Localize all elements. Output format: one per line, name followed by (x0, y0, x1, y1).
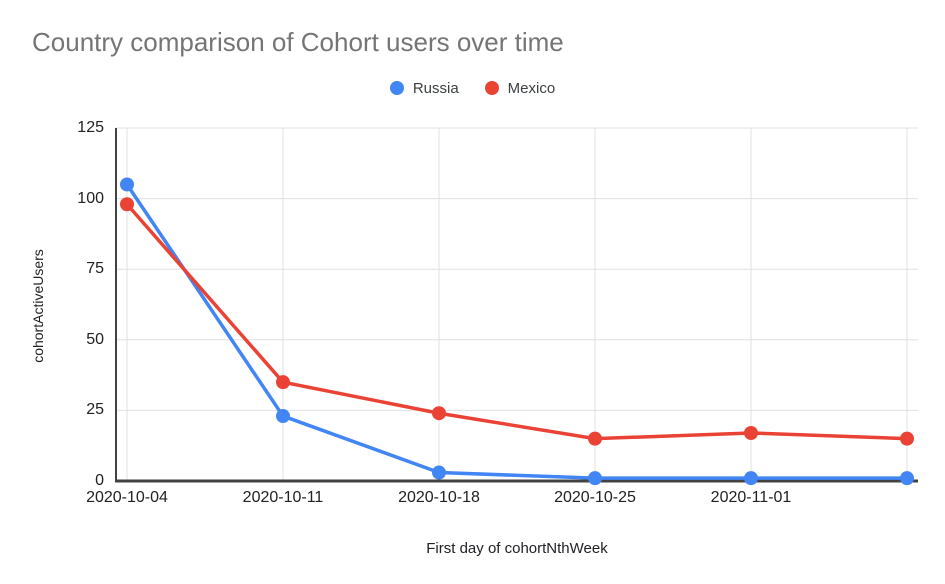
data-point-russia[interactable] (744, 471, 758, 486)
y-tick-label: 100 (77, 189, 104, 207)
data-point-mexico[interactable] (900, 431, 914, 446)
series-line-russia (125, 182, 909, 480)
x-tick-label: 2020-11-01 (710, 489, 792, 506)
legend-dot-russia-icon (389, 81, 404, 95)
y-tick-label: 25 (86, 401, 104, 419)
data-point-mexico[interactable] (588, 431, 602, 446)
x-tick-label: 2020-10-11 (242, 489, 324, 506)
legend-item-mexico[interactable]: Mexico (484, 79, 556, 97)
x-tick-label: 2020-10-25 (554, 489, 636, 506)
y-tick-label: 75 (86, 260, 104, 278)
data-point-mexico[interactable] (276, 375, 290, 390)
y-tick-label: 125 (77, 119, 104, 136)
x-tick-label: 2020-10-04 (86, 489, 168, 506)
data-point-mexico[interactable] (432, 406, 446, 421)
data-point-russia[interactable] (588, 471, 602, 486)
data-point-mexico[interactable] (120, 197, 134, 212)
legend: Russia Mexico (0, 78, 945, 98)
legend-dot-mexico-icon (484, 81, 499, 95)
data-point-russia[interactable] (432, 465, 446, 480)
data-point-mexico[interactable] (744, 425, 758, 440)
legend-label-mexico: Mexico (507, 79, 556, 97)
legend-label-russia: Russia (412, 79, 459, 97)
legend-item-russia[interactable]: Russia (389, 79, 459, 97)
series-line-mexico (125, 202, 909, 441)
chart-title: Country comparison of Cohort users over … (32, 27, 564, 57)
data-point-russia[interactable] (276, 409, 290, 424)
y-tick-label: 50 (86, 330, 104, 348)
data-point-russia[interactable] (120, 177, 134, 192)
x-tick-label: 2020-10-18 (398, 489, 480, 506)
data-point-russia[interactable] (900, 471, 914, 486)
y-tick-label: 0 (95, 472, 104, 489)
x-axis-title: First day of cohortNthWeek (426, 540, 608, 557)
